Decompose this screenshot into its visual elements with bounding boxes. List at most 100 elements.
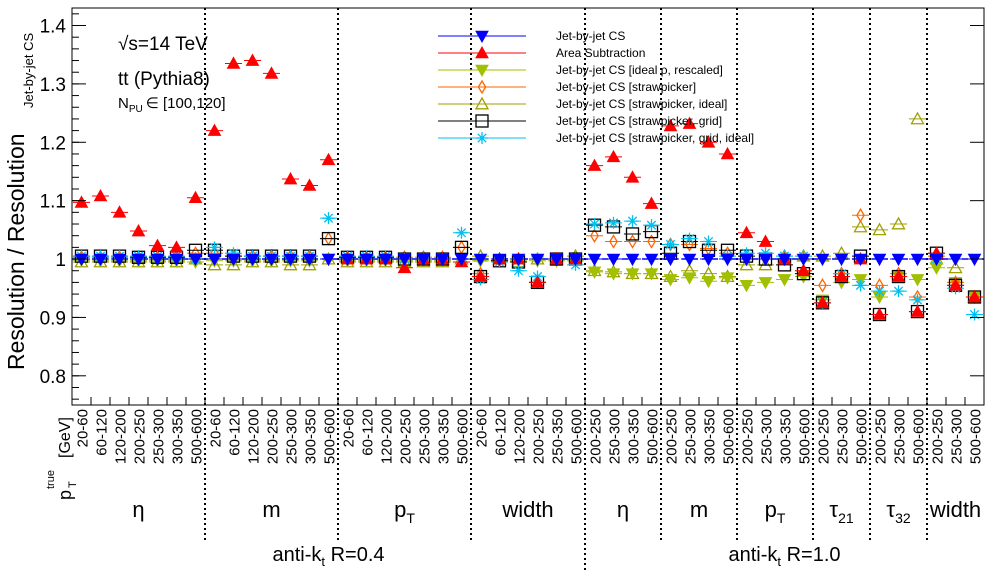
data-point: [283, 253, 298, 267]
data-point: [207, 257, 222, 271]
data-point: [74, 195, 89, 208]
legend-marker: [475, 45, 489, 59]
data-point: [739, 225, 754, 239]
x-tick-label: 300-350: [626, 409, 643, 464]
x-tick-label: 500-600: [911, 409, 928, 464]
x-tick-label: 250-300: [417, 409, 434, 464]
y-tick-label: 0.9: [40, 308, 66, 329]
data-point: [720, 272, 735, 285]
data-point: [968, 308, 981, 321]
data-point: [948, 278, 963, 291]
data-point: [322, 212, 335, 225]
group-label: anti-kt R=1.0: [728, 544, 840, 569]
data-point: [663, 274, 678, 287]
data-point: [226, 56, 241, 69]
data-point: [264, 253, 279, 267]
data-point: [777, 274, 792, 287]
data-point: [967, 289, 982, 303]
legend-item: Jet-by-jet CS [strawpicker, grid, ideal]: [438, 131, 754, 145]
section-label: m: [262, 497, 280, 522]
x-tick-label: 300-350: [778, 409, 795, 464]
data-point: [492, 253, 507, 267]
data-point: [910, 274, 925, 287]
data-point: [644, 253, 659, 267]
data-point: [663, 118, 678, 132]
data-point: [663, 253, 678, 267]
data-point: [397, 253, 412, 267]
section-label: τ32: [886, 497, 910, 526]
x-tick-label: 200-250: [930, 409, 947, 464]
data-point: [93, 188, 108, 202]
data-point: [701, 275, 716, 289]
data-point: [815, 295, 830, 309]
data-point: [435, 253, 450, 267]
x-tick-label: 120-200: [512, 409, 529, 464]
data-point: [873, 285, 886, 298]
section-label: η: [132, 497, 144, 522]
x-tick-label: 500-600: [854, 409, 871, 464]
x-axis-title-unit: [GeV]: [57, 417, 74, 458]
x-tick-label: 250-300: [892, 409, 909, 464]
legend-label: Jet-by-jet CS [strawpicker]: [556, 80, 696, 94]
x-tick-label: 200-250: [398, 409, 415, 464]
x-tick-label: 20-60: [208, 409, 225, 447]
data-point: [609, 234, 618, 249]
x-tick-label: 120-200: [113, 409, 130, 464]
data-point: [321, 253, 336, 267]
x-tick-label: 300-350: [436, 409, 453, 464]
data-point: [872, 222, 887, 236]
data-point: [645, 219, 658, 232]
series-0: [72, 253, 984, 267]
data-point: [264, 66, 279, 79]
x-tick-label: 500-600: [797, 409, 814, 464]
section-label: width: [501, 497, 553, 522]
data-point: [568, 253, 583, 267]
data-point: [530, 275, 545, 288]
data-point: [112, 205, 127, 218]
data-point: [929, 253, 944, 267]
section-label: width: [929, 497, 981, 522]
data-point: [948, 253, 963, 267]
data-point: [359, 253, 374, 267]
x-tick-label: 300-350: [702, 409, 719, 464]
data-point: [948, 260, 963, 274]
x-tick-label: 200-250: [873, 409, 890, 464]
data-point: [207, 253, 222, 267]
data-point: [891, 216, 906, 230]
x-tick-label: 250-350: [550, 409, 567, 464]
data-point: [758, 257, 773, 271]
data-point: [856, 207, 865, 223]
data-point: [587, 158, 602, 171]
data-point: [150, 253, 165, 267]
data-point: [321, 231, 336, 246]
data-point: [759, 247, 772, 260]
y-tick-label: 1.1: [40, 192, 66, 213]
x-tick-label: 250-300: [759, 409, 776, 464]
x-tick-label: 500-600: [569, 409, 586, 464]
y-tick-label: 1.4: [40, 17, 67, 38]
data-point: [112, 253, 127, 267]
x-tick-label: 250-300: [683, 409, 700, 464]
x-axis: 20-60 60-120 120-200 200-250 250-300 300-350 5…: [71, 397, 985, 464]
x-tick-label: 60-120: [227, 409, 244, 456]
x-tick-label: 200-250: [816, 409, 833, 464]
data-point: [625, 170, 640, 183]
section-label: pT: [394, 497, 415, 526]
data-point: [625, 253, 640, 267]
data-point: [226, 253, 241, 267]
y-axis-label-sub: Jet-by-jet CS: [21, 33, 36, 108]
x-tick-label: 500-600: [645, 409, 662, 464]
x-tick-label: 500-600: [721, 409, 738, 464]
data-point: [340, 253, 355, 267]
x-tick-label: 200-250: [664, 409, 681, 464]
data-point: [283, 257, 298, 271]
data-point: [378, 253, 393, 267]
y-axis: 0.8 0.9 1 1.1 1.2 1.3 1.4: [40, 13, 984, 400]
data-point: [473, 269, 488, 282]
x-tick-label: 60-120: [94, 409, 111, 456]
data-point: [606, 268, 621, 281]
x-tick-label: 250-300: [607, 409, 624, 464]
x-tick-label: 200-250: [588, 409, 605, 464]
data-marks-layer: [72, 53, 984, 322]
data-point: [302, 253, 317, 267]
